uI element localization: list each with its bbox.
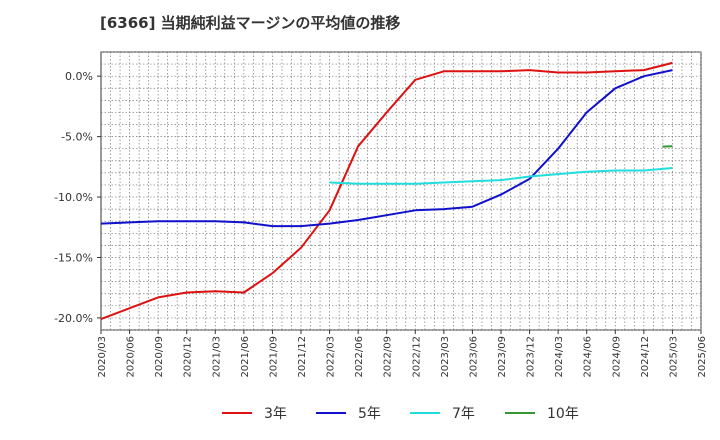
x-tick-label: 2021/06 bbox=[240, 336, 251, 378]
x-tick-label: 2022/03 bbox=[326, 336, 337, 378]
legend-label: 7年 bbox=[452, 406, 475, 422]
x-tick-label: 2022/12 bbox=[411, 336, 422, 378]
x-tick-label: 2025/06 bbox=[697, 336, 708, 378]
x-tick-label: 2022/06 bbox=[354, 336, 365, 378]
series-line-5年 bbox=[100, 69, 673, 228]
legend-label: 3年 bbox=[264, 406, 287, 422]
x-tick-label: 2021/09 bbox=[268, 336, 279, 378]
legend: 3年 5年 7年 10年 bbox=[222, 406, 579, 422]
series-lines bbox=[100, 61, 673, 321]
x-tick-label: 2024/09 bbox=[611, 336, 622, 378]
x-axis-ticks: 2020/03 2020/06 2020/09 2020/12 2021/03 2021/… bbox=[97, 330, 708, 378]
legend-label: 10年 bbox=[547, 406, 579, 422]
x-tick-label: 2022/09 bbox=[383, 336, 394, 378]
x-tick-label: 2025/03 bbox=[668, 336, 679, 378]
x-tick-label: 2021/03 bbox=[211, 336, 222, 378]
series-line-3年 bbox=[100, 61, 673, 321]
x-tick-label: 2023/03 bbox=[440, 336, 451, 378]
x-tick-label: 2021/12 bbox=[297, 336, 308, 378]
x-tick-label: 2020/09 bbox=[154, 336, 165, 378]
x-tick-label: 2023/12 bbox=[526, 336, 537, 378]
y-tick-label: -5.0% bbox=[61, 131, 93, 144]
vertical-gridlines bbox=[110, 52, 702, 330]
y-axis-ticks: 0.0% -5.0% -10.0% -15.0% -20.0% bbox=[54, 70, 101, 325]
x-tick-label: 2023/09 bbox=[497, 336, 508, 378]
x-tick-label: 2024/12 bbox=[640, 336, 651, 378]
x-tick-label: 2024/06 bbox=[583, 336, 594, 378]
y-tick-label: 0.0% bbox=[65, 70, 93, 83]
x-tick-label: 2020/03 bbox=[97, 336, 108, 378]
y-tick-label: -20.0% bbox=[54, 312, 93, 325]
x-tick-label: 2024/03 bbox=[554, 336, 565, 378]
plot-area bbox=[100, 51, 702, 331]
x-tick-label: 2020/12 bbox=[183, 336, 194, 378]
chart-title: [6366] 当期純利益マージンの平均値の推移 bbox=[100, 14, 401, 32]
y-tick-label: -15.0% bbox=[54, 251, 93, 264]
legend-label: 5年 bbox=[358, 406, 381, 422]
series-line-7年 bbox=[329, 167, 673, 185]
y-tick-label: -10.0% bbox=[54, 191, 93, 204]
x-tick-label: 2023/06 bbox=[468, 336, 479, 378]
x-tick-label: 2020/06 bbox=[126, 336, 137, 378]
